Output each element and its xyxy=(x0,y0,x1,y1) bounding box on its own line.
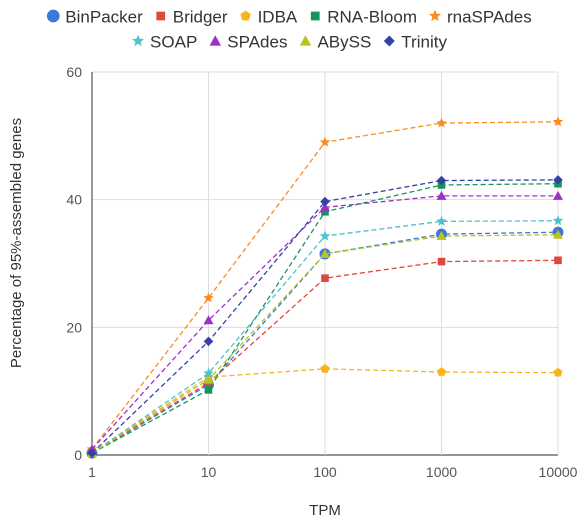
data-point-idba xyxy=(553,367,563,377)
data-point-spades xyxy=(203,315,214,325)
legend-item-spades: SPAdes xyxy=(209,33,287,52)
y-tick-label: 60 xyxy=(66,64,82,80)
data-point-trinity xyxy=(320,196,330,207)
legend-item-rnaspades: rnaSPAdes xyxy=(428,8,532,27)
data-point-trinity xyxy=(436,175,447,186)
data-point-soap xyxy=(203,367,214,378)
data-point-abyss xyxy=(203,374,214,384)
legend-marker-bridger xyxy=(156,11,166,21)
data-point-soap xyxy=(436,215,447,226)
data-point-bridger xyxy=(321,274,329,282)
x-tick-label: 100 xyxy=(313,464,337,480)
x-tick-label: 1000 xyxy=(426,464,457,480)
legend-item-bridger: Bridger xyxy=(156,8,228,27)
data-point-abyss xyxy=(436,231,447,241)
data-point-idba xyxy=(320,364,330,373)
data-point-trinity xyxy=(203,336,214,347)
legend-label-bridger: Bridger xyxy=(173,8,228,27)
series-lines xyxy=(86,116,564,459)
legend: BinPacker Bridger IDBA RNA-Bloom rnaSPAdes SO… xyxy=(46,8,532,52)
data-point-rnaspades xyxy=(319,136,331,147)
legend-marker-soap xyxy=(132,34,145,47)
data-point-trinity xyxy=(87,448,97,458)
data-point-bridger xyxy=(437,257,446,266)
data-point-soap xyxy=(319,230,331,241)
legend-item-rna-bloom: RNA-Bloom xyxy=(310,8,417,27)
data-point-bridger xyxy=(554,256,562,265)
data-point-spades xyxy=(553,190,563,200)
legend-marker-rna-bloom xyxy=(310,11,320,21)
series-line-trinity xyxy=(91,179,559,454)
series-line-idba xyxy=(91,368,559,454)
series-abyss xyxy=(87,229,563,458)
legend-marker-trinity xyxy=(383,35,395,47)
data-point-abyss xyxy=(553,229,563,239)
legend-item-soap: SOAP xyxy=(132,33,197,52)
legend-marker-binpacker xyxy=(46,9,60,23)
y-tick-label: 20 xyxy=(66,319,82,335)
series-trinity xyxy=(87,175,563,458)
legend-marker-idba xyxy=(240,10,251,21)
legend-label-spades: SPAdes xyxy=(227,33,287,52)
legend-marker-rnaspades xyxy=(428,9,441,22)
data-point-idba xyxy=(436,367,447,376)
legend-label-binpacker: BinPacker xyxy=(65,8,143,27)
data-point-soap xyxy=(552,215,564,226)
data-point-rnaspades xyxy=(552,116,564,127)
data-point-abyss xyxy=(320,248,330,258)
y-tick-label: 0 xyxy=(74,447,82,463)
legend-label-abyss: ABySS xyxy=(317,33,371,52)
data-point-spades xyxy=(320,202,330,212)
data-point-rna-bloom xyxy=(321,207,329,216)
legend-label-rna-bloom: RNA-Bloom xyxy=(327,8,417,27)
axes: 0 20 40 60 1 10 100 1000 10000 xyxy=(66,64,577,480)
data-point-rnaspades xyxy=(436,117,447,128)
legend-marker-abyss xyxy=(299,35,312,46)
legend-label-soap: SOAP xyxy=(150,33,197,52)
y-axis-title: Percentage of 95%-assembled genes xyxy=(8,118,25,368)
legend-item-trinity: Trinity xyxy=(383,33,447,52)
grid xyxy=(91,71,559,456)
legend-label-rnaspades: rnaSPAdes xyxy=(447,8,532,27)
series-line-abyss xyxy=(91,234,559,454)
x-axis-title: TPM xyxy=(309,502,341,518)
legend-marker-spades xyxy=(209,35,222,46)
legend-item-binpacker: BinPacker xyxy=(46,8,143,27)
y-tick-label: 40 xyxy=(66,192,82,208)
series-line-binpacker xyxy=(91,231,559,454)
x-tick-label: 10000 xyxy=(539,464,578,480)
x-tick-label: 10 xyxy=(201,464,217,480)
data-point-spades xyxy=(436,190,447,200)
legend-item-abyss: ABySS xyxy=(299,33,371,52)
data-point-trinity xyxy=(553,175,563,185)
x-tick-label: 1 xyxy=(88,464,96,480)
data-point-rna-bloom xyxy=(204,386,213,394)
legend-label-trinity: Trinity xyxy=(401,33,447,52)
legend-item-idba: IDBA xyxy=(240,8,298,27)
legend-label-idba: IDBA xyxy=(258,8,298,27)
data-point-rnaspades xyxy=(203,292,214,303)
